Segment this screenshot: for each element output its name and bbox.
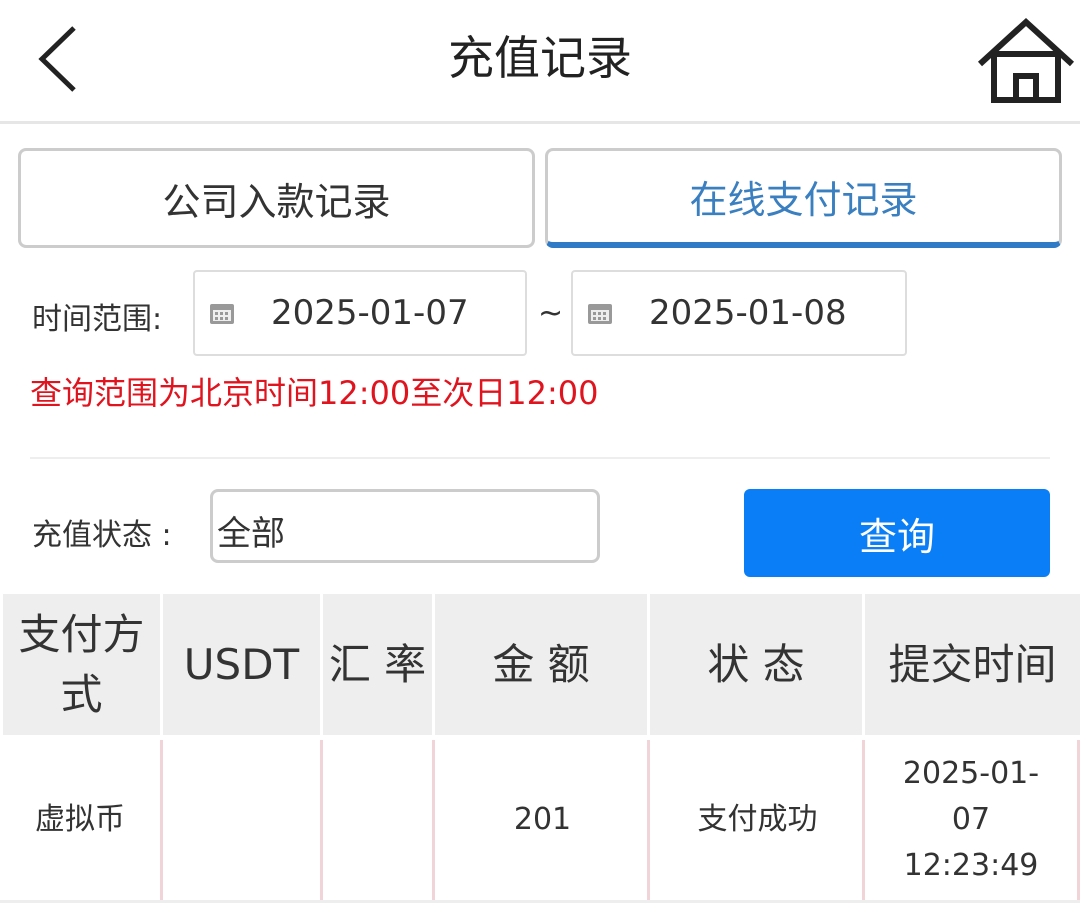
divider [30, 457, 1050, 459]
cell-status: 支付成功 [647, 740, 865, 900]
cell-amount: 201 [432, 740, 650, 900]
column-header-rate: 汇 率 [323, 594, 432, 735]
status-select[interactable]: 全部 [210, 489, 600, 563]
calendar-icon [210, 304, 234, 324]
cell-method: 虚拟币 [35, 802, 125, 837]
status-label: 充值状态 : [32, 518, 172, 553]
calendar-icon [588, 304, 612, 324]
column-header-time: 提交时间 [865, 594, 1080, 735]
tab-online-payment[interactable]: 在线支付记录 [545, 148, 1062, 248]
column-header-amount: 金 额 [435, 594, 647, 735]
column-header-status: 状 态 [650, 594, 862, 735]
query-button[interactable]: 查询 [744, 489, 1050, 577]
app-header: 充值记录 [0, 0, 1080, 124]
page-title: 充值记录 [448, 31, 632, 85]
column-header-usdt: USDT [163, 594, 320, 735]
end-date-input[interactable]: 2025-01-08 [571, 270, 907, 356]
start-date-input[interactable]: 2025-01-07 [193, 270, 527, 356]
date-separator: ~ [538, 296, 564, 331]
start-date-value: 2025-01-07 [271, 293, 469, 333]
end-date-value: 2025-01-08 [649, 293, 847, 333]
home-icon[interactable] [976, 16, 1076, 106]
time-range-label: 时间范围: [32, 302, 163, 337]
cell-usdt [160, 740, 323, 900]
tab-company-deposit[interactable]: 公司入款记录 [18, 148, 535, 248]
cell-time: 2025-01-07 12:23:49 [862, 740, 1080, 900]
column-header-method: 支付方式 [3, 594, 160, 735]
row-divider [0, 900, 1080, 903]
chevron-left-icon[interactable] [36, 24, 80, 94]
query-range-notice: 查询范围为北京时间12:00至次日12:00 [30, 374, 599, 412]
cell-rate [320, 740, 435, 900]
